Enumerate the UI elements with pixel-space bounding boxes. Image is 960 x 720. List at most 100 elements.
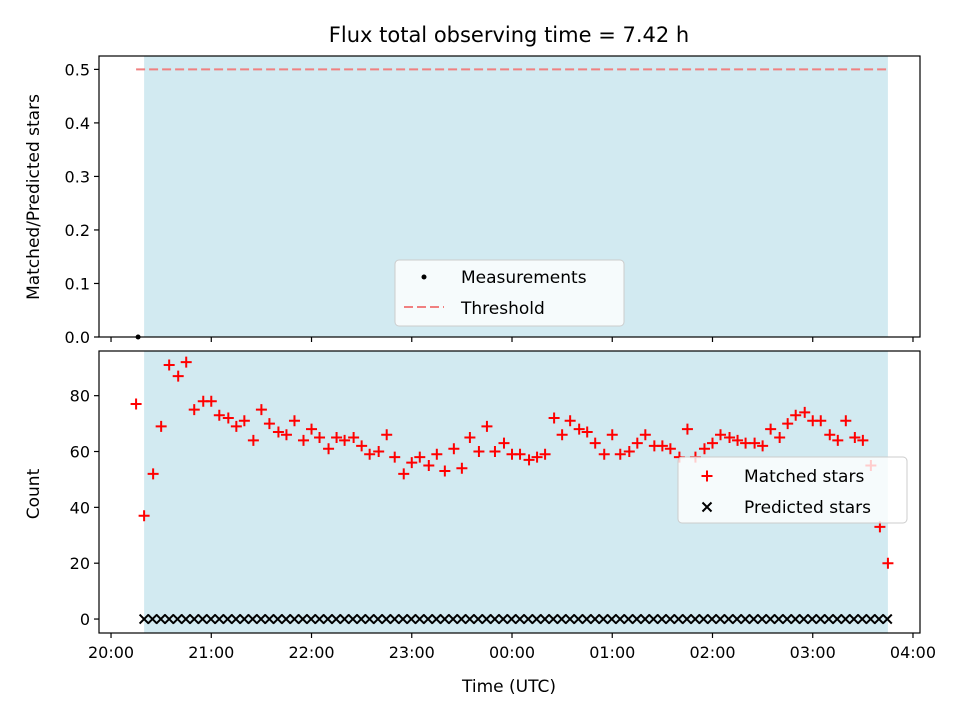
matched-star-point	[631, 437, 643, 449]
predicted-star-point	[681, 613, 693, 625]
predicted-star-point	[614, 613, 626, 625]
predicted-star-point	[765, 613, 776, 625]
predicted-star-point	[531, 613, 542, 625]
predicted-star-point	[548, 613, 559, 625]
matched-star-point	[623, 446, 635, 458]
matched-star-point	[297, 434, 309, 446]
y-tick-label: 60	[70, 443, 90, 462]
matched-star-point	[531, 451, 543, 463]
predicted-star-point	[848, 613, 860, 625]
y-tick-label: 0	[80, 610, 90, 629]
matched-star-point	[255, 404, 267, 416]
predicted-star-point	[147, 613, 158, 625]
predicted-star-point	[790, 613, 801, 625]
y-tick-label: 0.4	[65, 114, 90, 133]
predicted-star-point	[364, 613, 375, 625]
predicted-star-point	[322, 613, 334, 625]
matched-star-point	[138, 510, 150, 522]
legend-predicted-label: Predicted stars	[744, 498, 871, 518]
predicted-star-point	[205, 613, 217, 625]
matched-star-point	[882, 557, 894, 569]
predicted-star-point	[639, 613, 651, 625]
matched-star-point	[188, 404, 200, 416]
matched-star-point	[272, 426, 284, 438]
matched-star-point	[431, 448, 443, 460]
matched-star-point	[573, 423, 585, 435]
matched-star-point	[263, 418, 275, 430]
predicted-star-point	[214, 613, 225, 625]
predicted-star-point	[163, 613, 175, 625]
legend-frame	[677, 456, 908, 524]
matched-star-point	[799, 406, 811, 418]
predicted-star-point	[447, 613, 459, 625]
matched-star-point	[323, 443, 335, 455]
matched-star-point	[614, 448, 626, 460]
predicted-star-point	[798, 613, 809, 625]
predicted-star-point	[289, 613, 300, 625]
predicted-star-point	[598, 613, 609, 625]
matched-star-point	[824, 429, 836, 441]
predicted-star-point	[831, 613, 843, 625]
matched-star-point	[306, 423, 318, 435]
matched-star-point	[356, 440, 368, 452]
y-tick-label: 0.3	[65, 167, 90, 186]
matched-star-point	[373, 446, 385, 458]
matched-star-point	[473, 446, 485, 458]
predicted-star-point	[314, 613, 325, 625]
matched-star-point	[849, 432, 861, 444]
predicted-star-point	[481, 613, 492, 625]
matched-star-point	[130, 398, 142, 410]
predicted-star-point	[247, 613, 258, 625]
predicted-star-point	[873, 613, 885, 625]
predicted-star-point	[197, 613, 208, 625]
predicted-star-point	[414, 613, 425, 625]
predicted-star-point	[723, 613, 734, 625]
matched-star-point	[581, 426, 593, 438]
matched-star-point	[514, 448, 526, 460]
matched-star-point	[840, 415, 852, 427]
predicted-star-point	[756, 613, 768, 625]
matched-star-point	[815, 415, 827, 427]
matched-star-point	[163, 359, 175, 371]
legend-threshold-label: Threshold	[460, 299, 545, 319]
predicted-star-point	[656, 613, 668, 625]
figure-title: Flux total observing time = 7.42 h	[329, 23, 689, 47]
ratio-panel: 0.0 0.1 0.2 0.3 0.4 0.5 Measurements Threshold	[65, 55, 921, 347]
matched-star-point	[481, 420, 493, 432]
x-tick-label: 22:00	[288, 643, 334, 662]
predicted-star-point	[823, 613, 835, 625]
predicted-star-point	[389, 613, 400, 625]
matched-star-point	[790, 409, 802, 421]
predicted-star-point	[180, 613, 192, 625]
predicted-star-point	[514, 613, 526, 625]
predicted-star-point	[882, 613, 893, 625]
matched-star-point	[205, 395, 217, 407]
matched-star-point	[172, 370, 184, 382]
y-tick-label: 40	[70, 498, 90, 517]
bottom-y-axis-label: Count	[24, 468, 44, 519]
legend-measurement-marker	[421, 274, 427, 280]
matched-star-point	[749, 437, 761, 449]
matched-star-point	[381, 429, 393, 441]
predicted-star-point	[297, 613, 308, 625]
legend-matched-marker	[701, 470, 713, 482]
matched-star-point	[765, 423, 777, 435]
predicted-star-point	[339, 613, 350, 625]
top-y-axis-label: Matched/Predicted stars	[24, 94, 44, 300]
predicted-star-point	[840, 613, 851, 625]
predicted-star-point	[255, 613, 267, 625]
predicted-star-point	[372, 613, 384, 625]
predicted-star-point	[731, 613, 743, 625]
matched-star-point	[448, 443, 460, 455]
axes-frame	[98, 350, 921, 634]
matched-star-point	[498, 437, 510, 449]
matched-star-point	[606, 429, 618, 441]
predicted-star-point	[698, 613, 709, 625]
x-tick-label: 00:00	[489, 643, 535, 662]
predicted-star-point	[230, 613, 242, 625]
predicted-star-point	[589, 613, 601, 625]
predicted-star-point	[431, 613, 442, 625]
matched-star-point	[222, 412, 234, 424]
x-tick-label: 03:00	[790, 643, 836, 662]
